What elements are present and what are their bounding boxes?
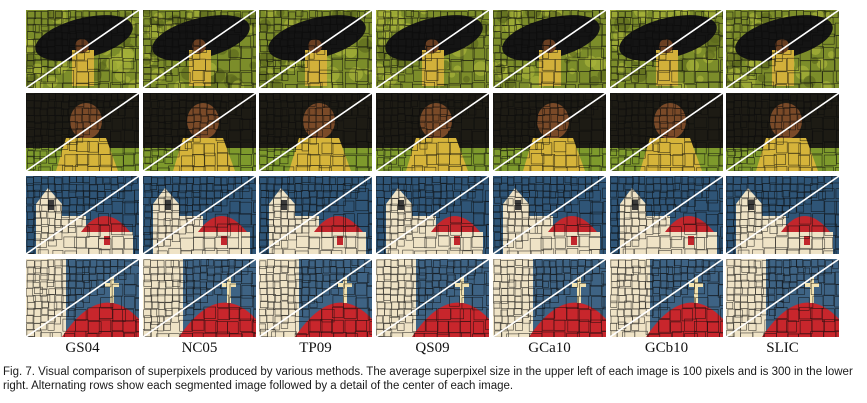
method-label: SLIC bbox=[766, 340, 799, 356]
superpixel-tile bbox=[726, 259, 839, 337]
superpixel-tile bbox=[26, 259, 139, 337]
superpixel-tile bbox=[726, 176, 839, 254]
method-label: GS04 bbox=[65, 340, 100, 356]
superpixel-tile bbox=[26, 176, 139, 254]
method-label: TP09 bbox=[299, 340, 332, 356]
superpixel-tile bbox=[726, 93, 839, 171]
superpixel-tile bbox=[493, 176, 606, 254]
superpixel-tile bbox=[610, 10, 723, 88]
superpixel-tile bbox=[26, 10, 139, 88]
superpixel-tile bbox=[259, 176, 372, 254]
superpixel-tile bbox=[259, 93, 372, 171]
superpixel-tile bbox=[143, 259, 256, 337]
superpixel-tile bbox=[493, 259, 606, 337]
superpixel-tile bbox=[493, 10, 606, 88]
method-label: GCa10 bbox=[528, 340, 571, 356]
superpixel-tile bbox=[259, 259, 372, 337]
superpixel-tile bbox=[143, 10, 256, 88]
superpixel-tile bbox=[726, 10, 839, 88]
superpixel-tile bbox=[493, 93, 606, 171]
superpixel-tile bbox=[376, 259, 489, 337]
superpixel-tile bbox=[143, 93, 256, 171]
superpixel-tile bbox=[143, 176, 256, 254]
figure-caption: Fig. 7. Visual comparison of superpixels… bbox=[3, 366, 853, 392]
method-label: QS09 bbox=[415, 340, 450, 356]
superpixel-tile bbox=[610, 93, 723, 171]
superpixel-tile bbox=[610, 259, 723, 337]
superpixel-tile bbox=[610, 176, 723, 254]
superpixel-tile bbox=[376, 176, 489, 254]
method-label: NC05 bbox=[181, 340, 218, 356]
superpixel-tile bbox=[376, 10, 489, 88]
superpixel-tile bbox=[259, 10, 372, 88]
method-label: GCb10 bbox=[644, 340, 689, 356]
superpixel-tile bbox=[26, 93, 139, 171]
superpixel-tile bbox=[376, 93, 489, 171]
